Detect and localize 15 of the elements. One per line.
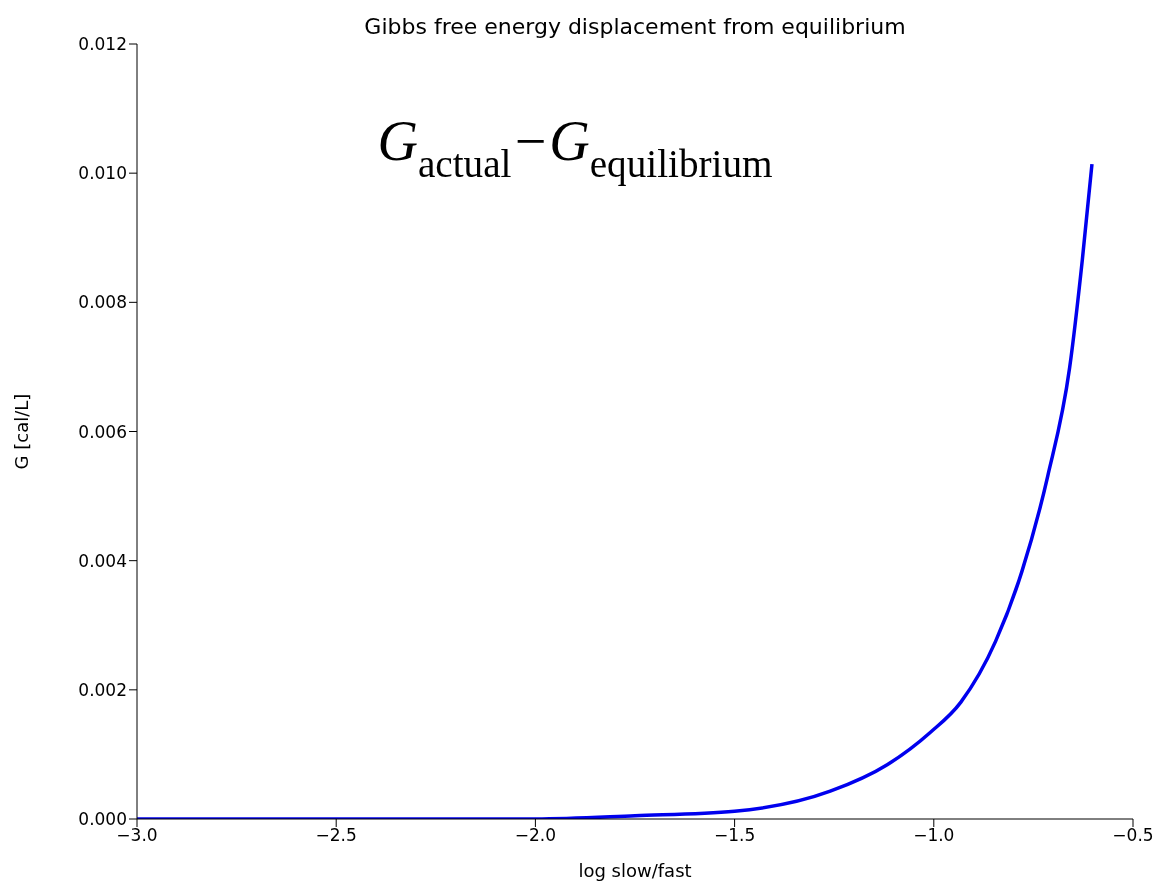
y-tick-label: 0.006 <box>78 421 127 442</box>
y-tick-label: 0.004 <box>78 550 127 571</box>
x-tick-label: −0.5 <box>1112 825 1154 846</box>
x-tick-label: −1.5 <box>713 825 756 846</box>
x-axis-title: log slow/fast <box>578 860 692 881</box>
y-axis-title: G [cal/L] <box>11 393 33 470</box>
x-tick-label: −1.0 <box>913 825 955 846</box>
y-tick-label: 0.008 <box>78 292 127 313</box>
y-tick-label: 0.010 <box>78 163 127 184</box>
y-tick-label: 0.002 <box>78 679 127 700</box>
chart-title: Gibbs free energy displacement from equilibrium <box>364 14 906 39</box>
y-tick-label: 0.012 <box>78 34 127 55</box>
x-tick-label: −2.5 <box>315 825 357 846</box>
annotation: G$_{actual}$−G$_{equilibrium}$ <box>377 110 773 186</box>
x-tick-label: −2.0 <box>514 825 557 846</box>
